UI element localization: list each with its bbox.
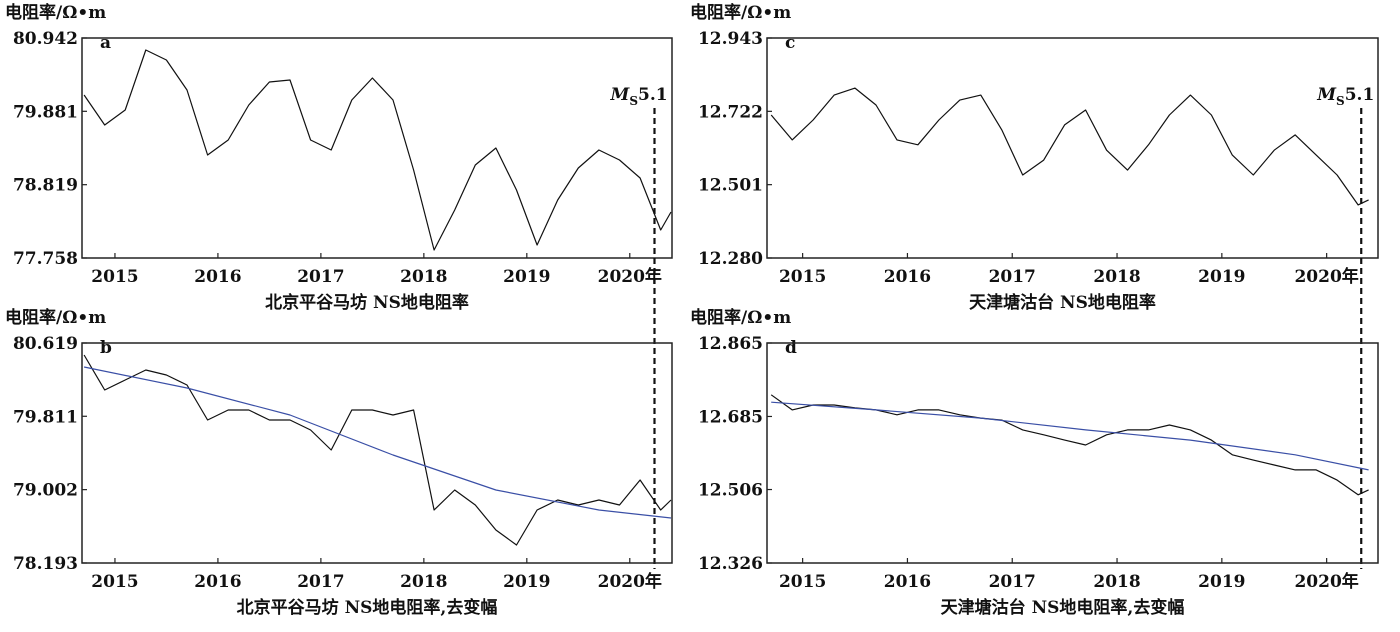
panel-label: a bbox=[100, 33, 111, 53]
x-tick-label: 2017 bbox=[297, 572, 344, 592]
event-magnitude-subscript: S bbox=[629, 94, 638, 108]
trend-line bbox=[771, 401, 1369, 471]
x-axis-title: 天津塘沽台 NS地电阻率 bbox=[969, 292, 1156, 313]
y-tick-label: 12.685 bbox=[698, 407, 763, 427]
x-tick-label: 2018 bbox=[400, 572, 447, 592]
x-tick-label: 2017 bbox=[297, 267, 344, 287]
x-tick-label: 2017 bbox=[989, 572, 1036, 592]
y-tick-label: 79.811 bbox=[13, 407, 78, 427]
y-tick-label: 12.326 bbox=[698, 554, 763, 574]
x-tick-label: 2015 bbox=[91, 572, 138, 592]
y-tick-label: 78.193 bbox=[13, 554, 78, 574]
panel-label: b bbox=[100, 338, 112, 358]
panel-label: c bbox=[785, 33, 795, 53]
y-tick-label: 12.722 bbox=[698, 102, 763, 122]
y-tick-label: 77.758 bbox=[13, 249, 78, 269]
x-axis-title: 天津塘沽台 NS地电阻率,去变幅 bbox=[941, 597, 1185, 618]
x-tick-label: 2018 bbox=[1093, 572, 1140, 592]
x-tick-label: 2016 bbox=[194, 572, 241, 592]
plot-frame bbox=[81, 342, 673, 564]
x-tick-label: 2020年 bbox=[598, 266, 662, 287]
x-tick-label: 2015 bbox=[779, 572, 826, 592]
x-tick-label: 2019 bbox=[503, 572, 550, 592]
y-tick-label: 80.942 bbox=[13, 29, 78, 49]
event-magnitude-value: 5.1 bbox=[638, 85, 668, 105]
plot-frame bbox=[766, 342, 1379, 564]
x-axis-title: 北京平谷马坊 NS地电阻率,去变幅 bbox=[237, 597, 498, 618]
event-magnitude-symbol: M bbox=[1316, 85, 1337, 105]
data-line bbox=[83, 49, 672, 251]
x-tick-label: 2019 bbox=[1198, 267, 1245, 287]
data-line bbox=[83, 354, 672, 546]
data-line bbox=[770, 394, 1369, 496]
x-tick-label: 2020年 bbox=[1294, 571, 1358, 592]
data-line bbox=[770, 87, 1369, 206]
y-axis-label: 电阻率/Ω•m bbox=[690, 2, 791, 23]
y-tick-label: 12.501 bbox=[698, 176, 763, 196]
x-tick-label: 2017 bbox=[989, 267, 1036, 287]
x-tick-label: 2019 bbox=[503, 267, 550, 287]
y-tick-label: 12.506 bbox=[698, 481, 763, 501]
x-tick-label: 2019 bbox=[1198, 572, 1245, 592]
x-tick-label: 2015 bbox=[779, 267, 826, 287]
y-tick-label: 79.002 bbox=[13, 481, 78, 501]
x-tick-label: 2018 bbox=[1093, 267, 1140, 287]
y-tick-label: 12.280 bbox=[698, 249, 763, 269]
event-label: MS5.1 bbox=[609, 85, 667, 108]
panel-label: d bbox=[785, 338, 797, 358]
x-tick-label: 2020年 bbox=[598, 571, 662, 592]
y-tick-label: 78.819 bbox=[13, 176, 78, 196]
trend-line bbox=[83, 366, 672, 519]
y-tick-label: 79.881 bbox=[13, 102, 78, 122]
plot-frame bbox=[766, 37, 1379, 259]
plot-frame bbox=[81, 37, 673, 259]
x-tick-label: 2016 bbox=[884, 267, 931, 287]
y-tick-label: 12.943 bbox=[698, 29, 763, 49]
event-magnitude-symbol: M bbox=[609, 85, 630, 105]
x-tick-label: 2016 bbox=[884, 572, 931, 592]
y-tick-label: 12.865 bbox=[698, 334, 763, 354]
y-tick-label: 80.619 bbox=[13, 334, 78, 354]
y-axis-label: 电阻率/Ω•m bbox=[5, 307, 106, 328]
x-axis-title: 北京平谷马坊 NS地电阻率 bbox=[265, 292, 469, 313]
y-axis-label: 电阻率/Ω•m bbox=[690, 307, 791, 328]
x-tick-label: 2015 bbox=[91, 267, 138, 287]
x-tick-label: 2016 bbox=[194, 267, 241, 287]
y-axis-label: 电阻率/Ω•m bbox=[5, 2, 106, 23]
x-tick-label: 2018 bbox=[400, 267, 447, 287]
x-tick-label: 2020年 bbox=[1294, 266, 1358, 287]
event-magnitude-value: 5.1 bbox=[1345, 85, 1375, 105]
event-label: MS5.1 bbox=[1316, 85, 1374, 108]
event-magnitude-subscript: S bbox=[1336, 94, 1345, 108]
